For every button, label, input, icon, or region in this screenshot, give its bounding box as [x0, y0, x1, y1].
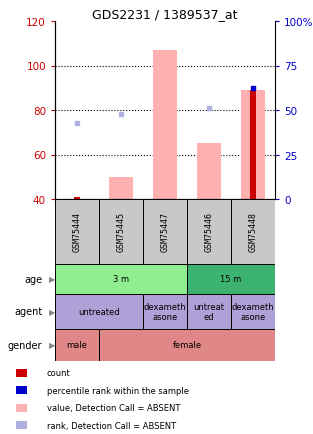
Text: male: male — [67, 341, 87, 350]
Bar — [143, 294, 187, 329]
Text: dexameth
asone: dexameth asone — [144, 302, 186, 322]
Bar — [187, 264, 275, 294]
Bar — [55, 264, 187, 294]
Text: GSM75445: GSM75445 — [116, 212, 126, 252]
Bar — [143, 200, 187, 264]
Text: GSM75444: GSM75444 — [73, 212, 81, 252]
Bar — [250, 91, 256, 200]
Bar — [231, 200, 275, 264]
Text: age: age — [24, 274, 43, 284]
Text: 3 m: 3 m — [113, 275, 129, 284]
Text: GSM75446: GSM75446 — [204, 212, 213, 252]
Bar — [187, 294, 231, 329]
Bar — [241, 91, 265, 200]
Text: female: female — [172, 341, 202, 350]
Text: untreat
ed: untreat ed — [193, 302, 224, 322]
Text: 15 m: 15 m — [220, 275, 242, 284]
Text: rank, Detection Call = ABSENT: rank, Detection Call = ABSENT — [47, 421, 176, 430]
Text: agent: agent — [14, 307, 43, 317]
Bar — [231, 294, 275, 329]
Bar — [16, 386, 27, 395]
Text: dexameth
asone: dexameth asone — [232, 302, 274, 322]
Bar — [153, 51, 177, 200]
Title: GDS2231 / 1389537_at: GDS2231 / 1389537_at — [92, 8, 238, 21]
Text: ▶: ▶ — [49, 341, 55, 350]
Text: ▶: ▶ — [49, 275, 55, 284]
Bar — [99, 200, 143, 264]
Text: GSM75447: GSM75447 — [161, 212, 170, 252]
Bar — [187, 200, 231, 264]
Text: ▶: ▶ — [49, 307, 55, 316]
Bar — [197, 144, 221, 200]
Bar — [55, 200, 99, 264]
Text: percentile rank within the sample: percentile rank within the sample — [47, 386, 188, 395]
Bar — [16, 421, 27, 430]
Bar — [16, 404, 27, 412]
Text: count: count — [47, 368, 70, 378]
Bar — [74, 197, 80, 200]
Bar — [55, 294, 143, 329]
Text: value, Detection Call = ABSENT: value, Detection Call = ABSENT — [47, 403, 180, 412]
Text: untreated: untreated — [78, 307, 120, 316]
Bar — [16, 369, 27, 377]
Bar — [109, 178, 133, 200]
Text: GSM75448: GSM75448 — [249, 212, 258, 252]
Bar — [99, 329, 275, 361]
Bar — [55, 329, 99, 361]
Text: gender: gender — [8, 340, 43, 350]
